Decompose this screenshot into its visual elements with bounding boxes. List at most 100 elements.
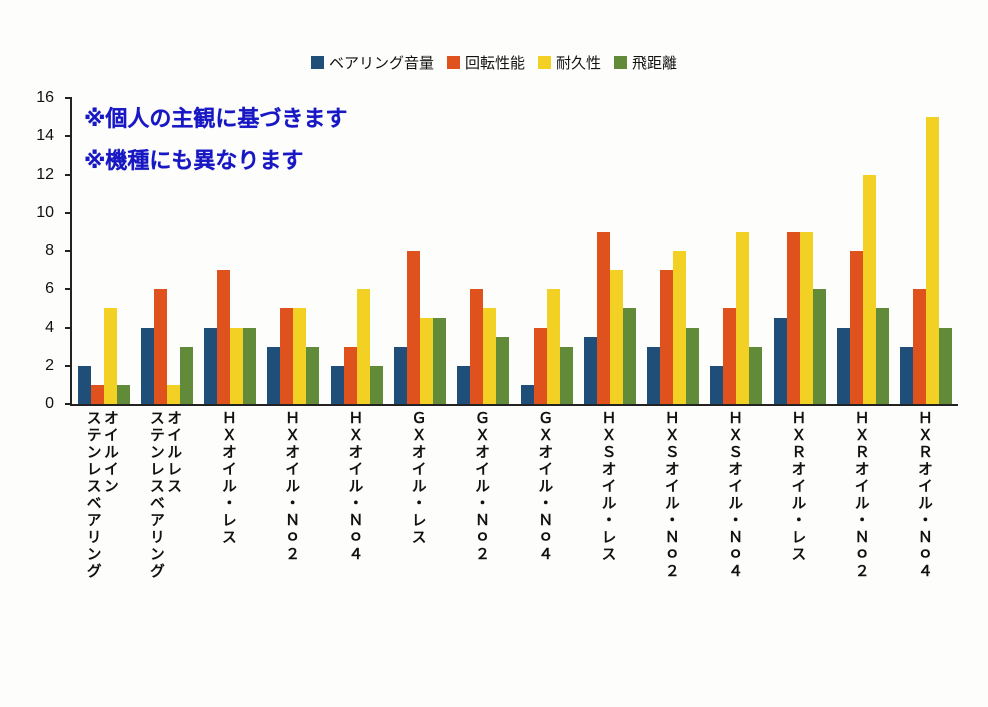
- x-axis-label: ＨＸオイル・レス: [197, 410, 260, 705]
- x-axis-label-text: オイルイン ステンレスベアリング: [84, 410, 119, 580]
- bar-group: [452, 98, 515, 404]
- bar: [457, 365, 471, 404]
- x-axis-label-text: ＧＸオイル・Ｎｏ４: [536, 410, 554, 563]
- bar: [407, 251, 421, 404]
- bar-group: [388, 98, 451, 404]
- legend-swatch: [538, 56, 551, 69]
- bar: [596, 231, 610, 404]
- bar: [103, 308, 117, 404]
- bars-area: [72, 98, 958, 404]
- bar-group: [515, 98, 578, 404]
- x-axis-label: ＨＸＳオイル・Ｎｏ２: [640, 410, 703, 705]
- bar: [812, 289, 826, 404]
- x-axis-label-text: ＨＸＳオイル・Ｎｏ４: [726, 410, 744, 580]
- y-tick-label: 2: [45, 356, 54, 374]
- bar: [217, 270, 231, 404]
- annotation-1: ※個人の主観に基づきます: [84, 106, 348, 131]
- x-axis-label-text: ＨＸオイル・Ｎｏ４: [346, 410, 364, 563]
- bar: [343, 346, 357, 404]
- x-axis-label-text: ＨＸオイル・レス: [219, 410, 237, 546]
- bar: [116, 384, 130, 404]
- x-axis-label-text: ＨＸＳオイル・Ｎｏ２: [662, 410, 680, 580]
- legend-item-4: 飛距離: [614, 52, 677, 73]
- bar: [204, 327, 218, 404]
- bar: [546, 289, 560, 404]
- bar-group: [72, 98, 135, 404]
- legend-item-1: ベアリング音量: [310, 52, 434, 73]
- bar: [609, 270, 623, 404]
- annotations: ※個人の主観に基づきます ※機種にも異なります: [84, 106, 347, 191]
- x-axis-label-text: ＨＸオイル・Ｎｏ２: [283, 410, 301, 563]
- bar: [723, 308, 737, 404]
- bar: [749, 346, 763, 404]
- bar: [496, 337, 510, 404]
- bar: [356, 289, 370, 404]
- legend-swatch: [446, 56, 460, 69]
- bar: [926, 117, 940, 404]
- x-axis-label: ＨＸＲオイル・Ｎｏ２: [829, 410, 892, 705]
- bar: [293, 308, 307, 404]
- y-tick-label: 16: [36, 89, 54, 106]
- bar: [710, 365, 724, 404]
- bar: [559, 346, 573, 404]
- bar-group: [325, 98, 388, 404]
- bar-group: [642, 98, 705, 404]
- y-tick-mark: [65, 250, 72, 252]
- x-axis-label: ＨＸＳオイル・Ｎｏ４: [703, 410, 766, 705]
- bar: [799, 231, 813, 404]
- x-axis-labels: オイルイン ステンレスベアリング オイルレス ステンレスベアリング ＨＸオイル・レス…: [70, 410, 956, 705]
- x-axis-label: ＨＸＳオイル・レス: [576, 410, 639, 705]
- y-tick-mark: [65, 211, 72, 214]
- bar: [673, 251, 687, 404]
- x-axis-label: ＨＸＲオイル・Ｎｏ４: [893, 410, 956, 705]
- legend: ベアリング音量 回転性能 耐久性 飛距離: [0, 52, 988, 73]
- x-axis-label: ＨＸオイル・Ｎｏ４: [323, 410, 386, 705]
- bar: [913, 289, 927, 404]
- bar: [736, 231, 750, 404]
- bar: [280, 308, 294, 404]
- bar: [622, 308, 636, 404]
- x-axis-label-text: ＨＸＲオイル・レス: [789, 410, 807, 563]
- bar: [230, 327, 244, 404]
- y-tick-mark: [65, 326, 72, 329]
- bar: [394, 346, 408, 404]
- bar: [420, 317, 434, 404]
- bar-group: [135, 98, 198, 404]
- bar: [837, 327, 851, 404]
- bar: [773, 317, 787, 404]
- y-tick-mark: [65, 97, 72, 99]
- y-tick-label: 14: [36, 127, 54, 145]
- bar-group: [768, 98, 831, 404]
- y-tick-label: 8: [45, 242, 54, 259]
- y-tick-label: 4: [45, 318, 54, 336]
- bar: [533, 327, 547, 404]
- bar: [483, 308, 497, 404]
- bar: [786, 231, 800, 404]
- y-tick-label: 6: [45, 280, 54, 298]
- legend-label: 耐久性: [556, 55, 602, 72]
- legend-item-2: 回転性能: [446, 52, 525, 73]
- y-axis: 16 14 12 10 8 6 4 2 0: [0, 89, 72, 412]
- x-axis-label: ＨＸオイル・Ｎｏ２: [260, 410, 323, 705]
- bar-group: [895, 98, 958, 404]
- bar: [330, 365, 344, 404]
- bar: [470, 289, 484, 404]
- x-axis-label: ＨＸＲオイル・レス: [766, 410, 829, 705]
- legend-label: 回転性能: [464, 55, 525, 72]
- x-axis-label-text: ＨＸＲオイル・Ｎｏ４: [915, 410, 933, 580]
- legend-item-3: 耐久性: [538, 52, 601, 73]
- bar: [876, 308, 890, 404]
- bar: [306, 346, 320, 404]
- legend-swatch: [614, 56, 628, 69]
- x-axis-label: オイルレス ステンレスベアリング: [133, 410, 196, 705]
- bar: [433, 317, 447, 404]
- bar: [77, 365, 91, 404]
- bar: [686, 327, 700, 404]
- bar: [153, 289, 167, 404]
- y-tick-label: 12: [36, 165, 54, 183]
- bar: [939, 327, 953, 404]
- legend-label: ベアリング音量: [328, 55, 434, 72]
- bar-group: [199, 98, 262, 404]
- bar: [520, 384, 534, 404]
